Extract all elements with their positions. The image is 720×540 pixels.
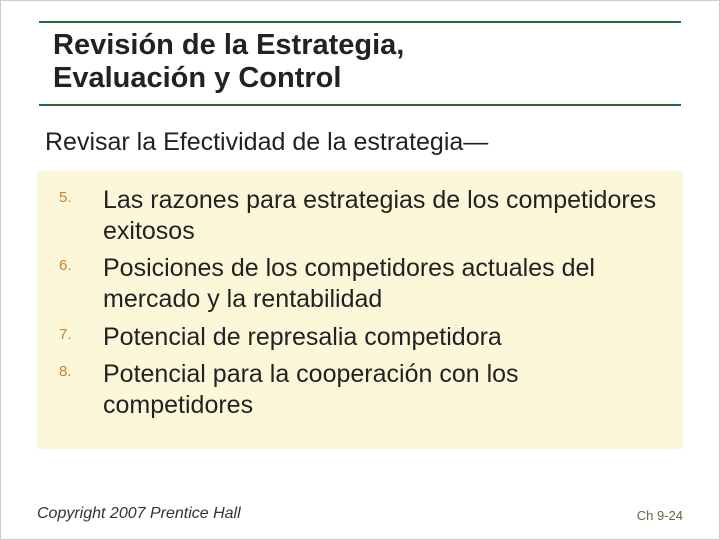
title-rule-top	[39, 21, 681, 23]
list-item: 5. Las razones para estrategias de los c…	[59, 185, 665, 248]
list-text: Posiciones de los competidores actuales …	[103, 253, 665, 316]
slide-title: Revisión de la Estrategia, Evaluación y …	[31, 29, 689, 104]
slide: Revisión de la Estrategia, Evaluación y …	[0, 0, 720, 540]
subtitle: Revisar la Efectividad de la estrategia—	[31, 106, 689, 171]
numbered-list: 5. Las razones para estrategias de los c…	[59, 185, 665, 422]
list-number: 7.	[59, 322, 103, 343]
list-text: Las razones para estrategias de los comp…	[103, 185, 665, 248]
list-number: 8.	[59, 359, 103, 380]
list-item: 6. Posiciones de los competidores actual…	[59, 253, 665, 316]
footer: Copyright 2007 Prentice Hall Ch 9-24	[37, 505, 683, 523]
list-number: 6.	[59, 253, 103, 274]
list-item: 7. Potencial de represalia competidora	[59, 322, 665, 353]
title-line-2: Evaluación y Control	[53, 62, 341, 94]
list-text: Potencial de represalia competidora	[103, 322, 502, 353]
list-item: 8. Potencial para la cooperación con los…	[59, 359, 665, 422]
list-number: 5.	[59, 185, 103, 206]
page-number: Ch 9-24	[637, 508, 683, 523]
title-line-1: Revisión de la Estrategia,	[53, 29, 404, 61]
list-text: Potencial para la cooperación con los co…	[103, 359, 665, 422]
list-box: 5. Las razones para estrategias de los c…	[37, 171, 683, 450]
copyright-text: Copyright 2007 Prentice Hall	[37, 505, 241, 523]
